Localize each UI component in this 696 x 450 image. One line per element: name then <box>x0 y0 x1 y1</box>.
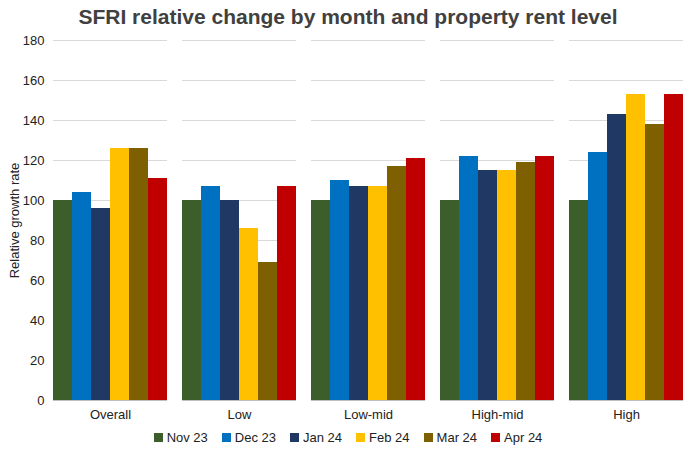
svg-text:High: High <box>613 407 640 422</box>
svg-text:100: 100 <box>23 193 45 208</box>
html-text:SFRI relative change by month: SFRI relative change by month and proper… <box>78 5 618 28</box>
svg-text:Low: Low <box>228 407 252 422</box>
svg-text:40: 40 <box>30 313 44 328</box>
svg-text:160: 160 <box>23 73 45 88</box>
svg-text:Low-mid: Low-mid <box>344 407 393 422</box>
svg-text:Overall: Overall <box>90 407 131 422</box>
html-text:Dec 23: Dec 23 <box>234 429 276 445</box>
svg-text:180: 180 <box>23 34 45 48</box>
svg-text:0: 0 <box>37 393 44 408</box>
svg-text:High-mid: High-mid <box>471 407 523 422</box>
svg-text:20: 20 <box>30 353 44 368</box>
svg-text:Relative growth rate: Relative growth rate <box>7 163 22 279</box>
svg-text:120: 120 <box>23 153 45 168</box>
html-text:Nov 23: Nov 23 <box>166 429 208 445</box>
html-text:Jan 24: Jan 24 <box>303 429 343 445</box>
html-text:Feb 24: Feb 24 <box>369 429 410 445</box>
html-text:Apr 24: Apr 24 <box>504 429 543 445</box>
svg-text:80: 80 <box>30 233 44 248</box>
html-text:Mar 24: Mar 24 <box>436 429 477 445</box>
svg-text:140: 140 <box>23 113 45 128</box>
svg-text:60: 60 <box>30 273 44 288</box>
